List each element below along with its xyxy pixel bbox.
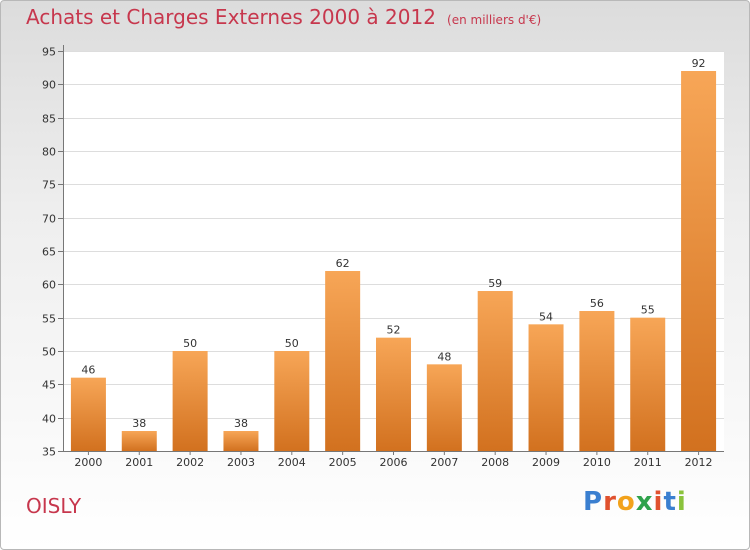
y-tick-label: 55 xyxy=(42,313,56,326)
y-tick-label: 60 xyxy=(42,279,56,292)
x-tick-label: 2002 xyxy=(176,456,204,469)
bar xyxy=(274,351,310,451)
x-tick-label: 2010 xyxy=(583,456,611,469)
x-tick-label: 2001 xyxy=(125,456,153,469)
bar xyxy=(579,311,615,451)
chart-title-block: Achats et Charges Externes 2000 à 2012 (… xyxy=(26,5,541,29)
bar xyxy=(376,337,411,451)
x-tick-label: 2003 xyxy=(227,456,255,469)
y-tick-label: 90 xyxy=(42,79,56,92)
commune-name: OISLY xyxy=(26,494,82,518)
data-label: 38 xyxy=(132,417,146,430)
x-tick-label: 2000 xyxy=(74,456,102,469)
x-tick-label: 2004 xyxy=(278,456,306,469)
proxiti-logo: Proxiti xyxy=(583,487,687,517)
data-label: 50 xyxy=(183,337,197,350)
data-label: 50 xyxy=(285,337,299,350)
data-label: 59 xyxy=(488,277,502,290)
data-label: 38 xyxy=(234,417,248,430)
y-tick-label: 80 xyxy=(42,146,56,159)
data-label: 56 xyxy=(590,297,604,310)
y-tick-label: 70 xyxy=(42,213,56,226)
bar xyxy=(70,377,106,451)
chart-unit: (en milliers d'€) xyxy=(447,13,542,27)
y-tick-label: 85 xyxy=(42,113,56,126)
bar xyxy=(630,317,666,451)
x-tick-label: 2011 xyxy=(634,456,662,469)
bar xyxy=(426,364,462,451)
data-label: 55 xyxy=(641,304,655,317)
y-tick-label: 50 xyxy=(42,346,56,359)
data-label: 62 xyxy=(336,257,350,270)
x-tick-label: 2012 xyxy=(685,456,713,469)
x-tick-label: 2009 xyxy=(532,456,560,469)
bar xyxy=(121,431,157,451)
x-tick-label: 2007 xyxy=(430,456,458,469)
x-tick-label: 2008 xyxy=(481,456,509,469)
bar xyxy=(325,271,361,451)
bar xyxy=(172,351,208,451)
x-tick-label: 2005 xyxy=(329,456,357,469)
y-tick-label: 40 xyxy=(42,413,56,426)
bar xyxy=(528,324,564,451)
y-tick-label: 45 xyxy=(42,379,56,392)
bar xyxy=(477,291,513,451)
data-label: 48 xyxy=(437,350,451,363)
y-tick-label: 75 xyxy=(42,179,56,192)
y-tick-label: 65 xyxy=(42,246,56,259)
chart-title: Achats et Charges Externes 2000 à 2012 xyxy=(26,5,436,29)
data-label: 92 xyxy=(692,57,706,70)
bar xyxy=(681,71,717,451)
y-tick-label: 95 xyxy=(42,46,56,59)
data-label: 52 xyxy=(387,324,401,337)
bar xyxy=(223,431,259,451)
data-label: 46 xyxy=(81,364,95,377)
data-label: 54 xyxy=(539,310,553,323)
x-tick-label: 2006 xyxy=(380,456,408,469)
y-tick-label: 35 xyxy=(42,446,56,459)
